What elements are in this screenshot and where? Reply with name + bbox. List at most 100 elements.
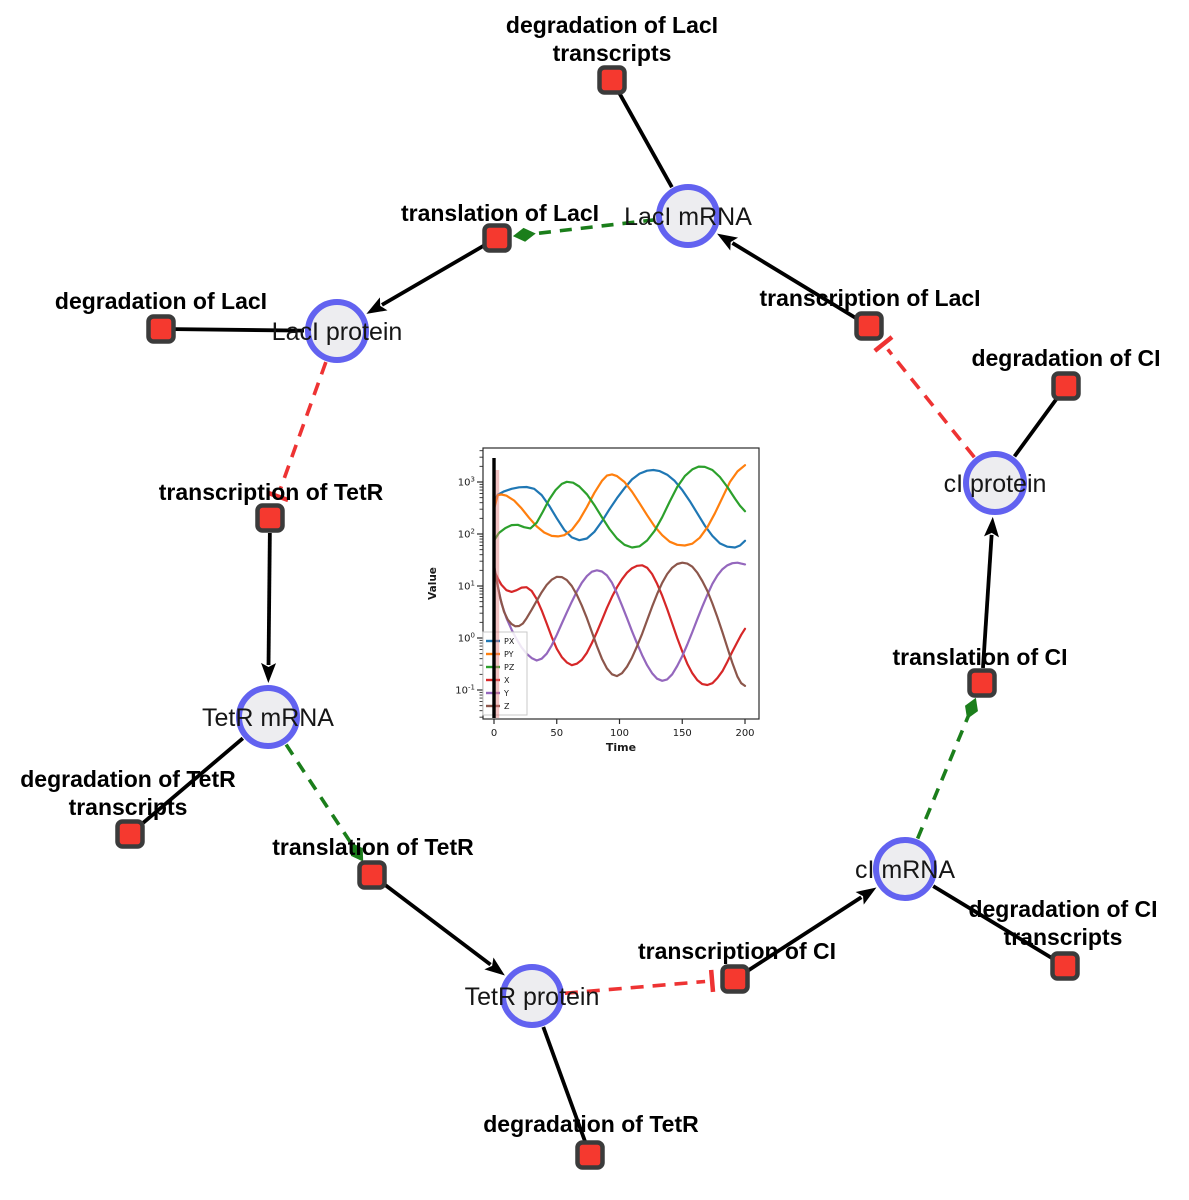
reaction-node-txn-ci[interactable]	[720, 964, 750, 994]
series-layer	[492, 464, 747, 687]
y-tick-label: 102	[458, 528, 475, 541]
edge-production-tsl-ci-ci-protein	[981, 534, 994, 669]
chart-axes-frame	[482, 447, 760, 720]
reaction-label-deg-tetr: degradation of TetR	[483, 1111, 699, 1137]
edge-inhibition-laci-protein-txn-tetr-tbar	[266, 490, 289, 503]
species-label-tetr-mrna: TetR mRNA	[202, 704, 334, 732]
edge-production-tsl-laci-laci-protein	[381, 243, 485, 307]
reaction-node-deg-tetr-tx[interactable]	[115, 819, 145, 849]
edge-production-txn-ci-ci-mrna-arrowhead	[855, 887, 877, 905]
series-line-pz	[492, 465, 747, 549]
x-tick-label: 50	[550, 728, 563, 739]
edge-production-txn-tetr-tetr-mrna-arrowhead	[261, 662, 277, 684]
species-node-ci-mrna[interactable]	[873, 837, 937, 901]
x-tick-label: 150	[673, 728, 692, 739]
species-label-laci-protein: LacI protein	[272, 318, 403, 346]
edge-inhibition-tetr-protein-txn-ci	[564, 979, 706, 996]
reaction-node-deg-laci[interactable]	[146, 314, 176, 344]
edge-consumption-tetr-mrna-deg-tetr-tx	[139, 736, 245, 827]
x-tick-label: 100	[610, 728, 629, 739]
edges-layer	[139, 91, 1060, 1143]
reaction-label-deg-ci-tx-line2: transcripts	[1004, 924, 1123, 950]
legend-label-px: PX	[504, 637, 515, 646]
reaction-label-tsl-laci: translation of LacI	[401, 200, 599, 226]
edge-production-txn-ci-ci-mrna	[746, 895, 863, 973]
edge-modifier-tetr-mrna-tsl-tetr-arrowhead	[350, 842, 364, 862]
edge-consumption-tetr-protein-deg-tetr	[541, 1026, 587, 1143]
reaction-label-deg-ci: degradation of CI	[971, 345, 1160, 371]
edge-consumption-laci-protein-deg-laci	[174, 327, 305, 333]
edge-consumption-laci-mrna-deg-laci-tx	[617, 91, 674, 189]
series-line-x	[492, 564, 747, 687]
x-tick-label: 0	[491, 728, 497, 739]
species-label-ci-protein: cI protein	[944, 470, 1047, 498]
legend-label-py: PY	[504, 650, 514, 659]
reaction-node-txn-tetr[interactable]	[255, 503, 285, 533]
reaction-node-tsl-tetr[interactable]	[357, 860, 387, 890]
series-line-z	[492, 561, 747, 687]
legend-label-z: Z	[504, 702, 510, 711]
y-tick-label: 103	[458, 476, 475, 489]
legend: PX PY PZ XYZ	[482, 631, 528, 716]
edge-modifier-tetr-mrna-tsl-tetr	[284, 743, 355, 848]
reaction-node-deg-ci[interactable]	[1051, 371, 1081, 401]
legend-label-x: X	[504, 676, 510, 685]
y-axis-label: Value	[427, 567, 439, 600]
edge-production-tsl-tetr-tetr-protein	[382, 882, 492, 967]
reaction-node-deg-laci-tx[interactable]	[597, 65, 627, 95]
species-node-tetr-protein[interactable]	[500, 964, 564, 1028]
series-line-px	[492, 468, 747, 549]
y-tick-label: 10-1	[455, 684, 475, 697]
edge-production-tsl-tetr-tetr-protein-arrowhead	[484, 957, 505, 976]
reaction-label-deg-laci: degradation of LacI	[55, 288, 267, 314]
species-node-laci-protein[interactable]	[305, 299, 369, 363]
edge-consumption-ci-protein-deg-ci	[1012, 396, 1060, 458]
x-tick-label: 200	[735, 728, 754, 739]
species-label-tetr-protein: TetR protein	[465, 983, 600, 1011]
species-node-laci-mrna[interactable]	[656, 184, 720, 248]
series-line-y	[492, 561, 747, 682]
reaction-label-deg-laci-tx: degradation of LacI	[506, 12, 718, 38]
edge-inhibition-laci-protein-txn-tetr	[278, 361, 328, 491]
edge-production-txn-laci-laci-mrna	[731, 241, 858, 320]
edge-production-txn-laci-laci-mrna-arrowhead	[717, 233, 739, 251]
reaction-label-tsl-ci: translation of CI	[892, 644, 1067, 670]
edge-production-tsl-laci-laci-protein-arrowhead	[366, 297, 388, 314]
edge-inhibition-ci-protein-txn-laci	[886, 348, 976, 459]
reaction-node-tsl-ci[interactable]	[967, 668, 997, 698]
y-tick-label: 101	[458, 580, 475, 593]
series-line-py	[492, 464, 747, 547]
reaction-node-deg-tetr[interactable]	[575, 1140, 605, 1170]
reaction-node-deg-ci-tx[interactable]	[1050, 951, 1080, 981]
reaction-label-deg-tetr-tx: degradation of TetR	[20, 766, 236, 792]
edge-modifier-ci-mrna-tsl-ci	[915, 713, 971, 840]
reaction-node-txn-laci[interactable]	[854, 311, 884, 341]
legend-label-pz: PZ	[504, 663, 515, 672]
reaction-label-txn-laci: transcription of LacI	[759, 285, 980, 311]
reaction-label-txn-ci: transcription of CI	[638, 938, 836, 964]
nodes-layer	[115, 65, 1081, 1170]
edge-consumption-ci-mrna-deg-ci-tx	[932, 884, 1055, 961]
y-tick-label: 100	[458, 632, 475, 645]
species-label-laci-mrna: LacI mRNA	[624, 203, 752, 231]
reaction-label-deg-tetr-tx-line2: transcripts	[69, 794, 188, 820]
legend-label-y: Y	[503, 689, 509, 698]
reaction-label-deg-laci-tx-line2: transcripts	[553, 40, 672, 66]
edge-inhibition-tetr-protein-txn-ci-tbar	[708, 969, 716, 993]
species-node-tetr-mrna[interactable]	[236, 685, 300, 749]
labels-layer: LacI mRNA LacI protein cI protein TetR mRNA…	[20, 12, 1160, 1137]
species-node-ci-protein[interactable]	[963, 451, 1027, 515]
edge-production-txn-tetr-tetr-mrna	[266, 532, 272, 666]
edge-modifier-ci-mrna-tsl-ci-arrowhead	[965, 697, 978, 720]
reaction-node-tsl-laci[interactable]	[482, 223, 512, 253]
reaction-label-deg-ci-tx: degradation of CI	[968, 896, 1157, 922]
species-label-ci-mrna: cI mRNA	[855, 856, 955, 884]
legend-box	[482, 631, 528, 716]
edge-inhibition-ci-protein-txn-laci-tbar	[873, 335, 894, 353]
edge-modifier-laci-mrna-tsl-laci-arrowhead	[512, 227, 536, 242]
edge-production-tsl-ci-ci-protein-arrowhead	[984, 516, 999, 538]
reaction-label-tsl-tetr: translation of TetR	[272, 834, 474, 860]
x-axis-label: Time	[606, 741, 636, 754]
